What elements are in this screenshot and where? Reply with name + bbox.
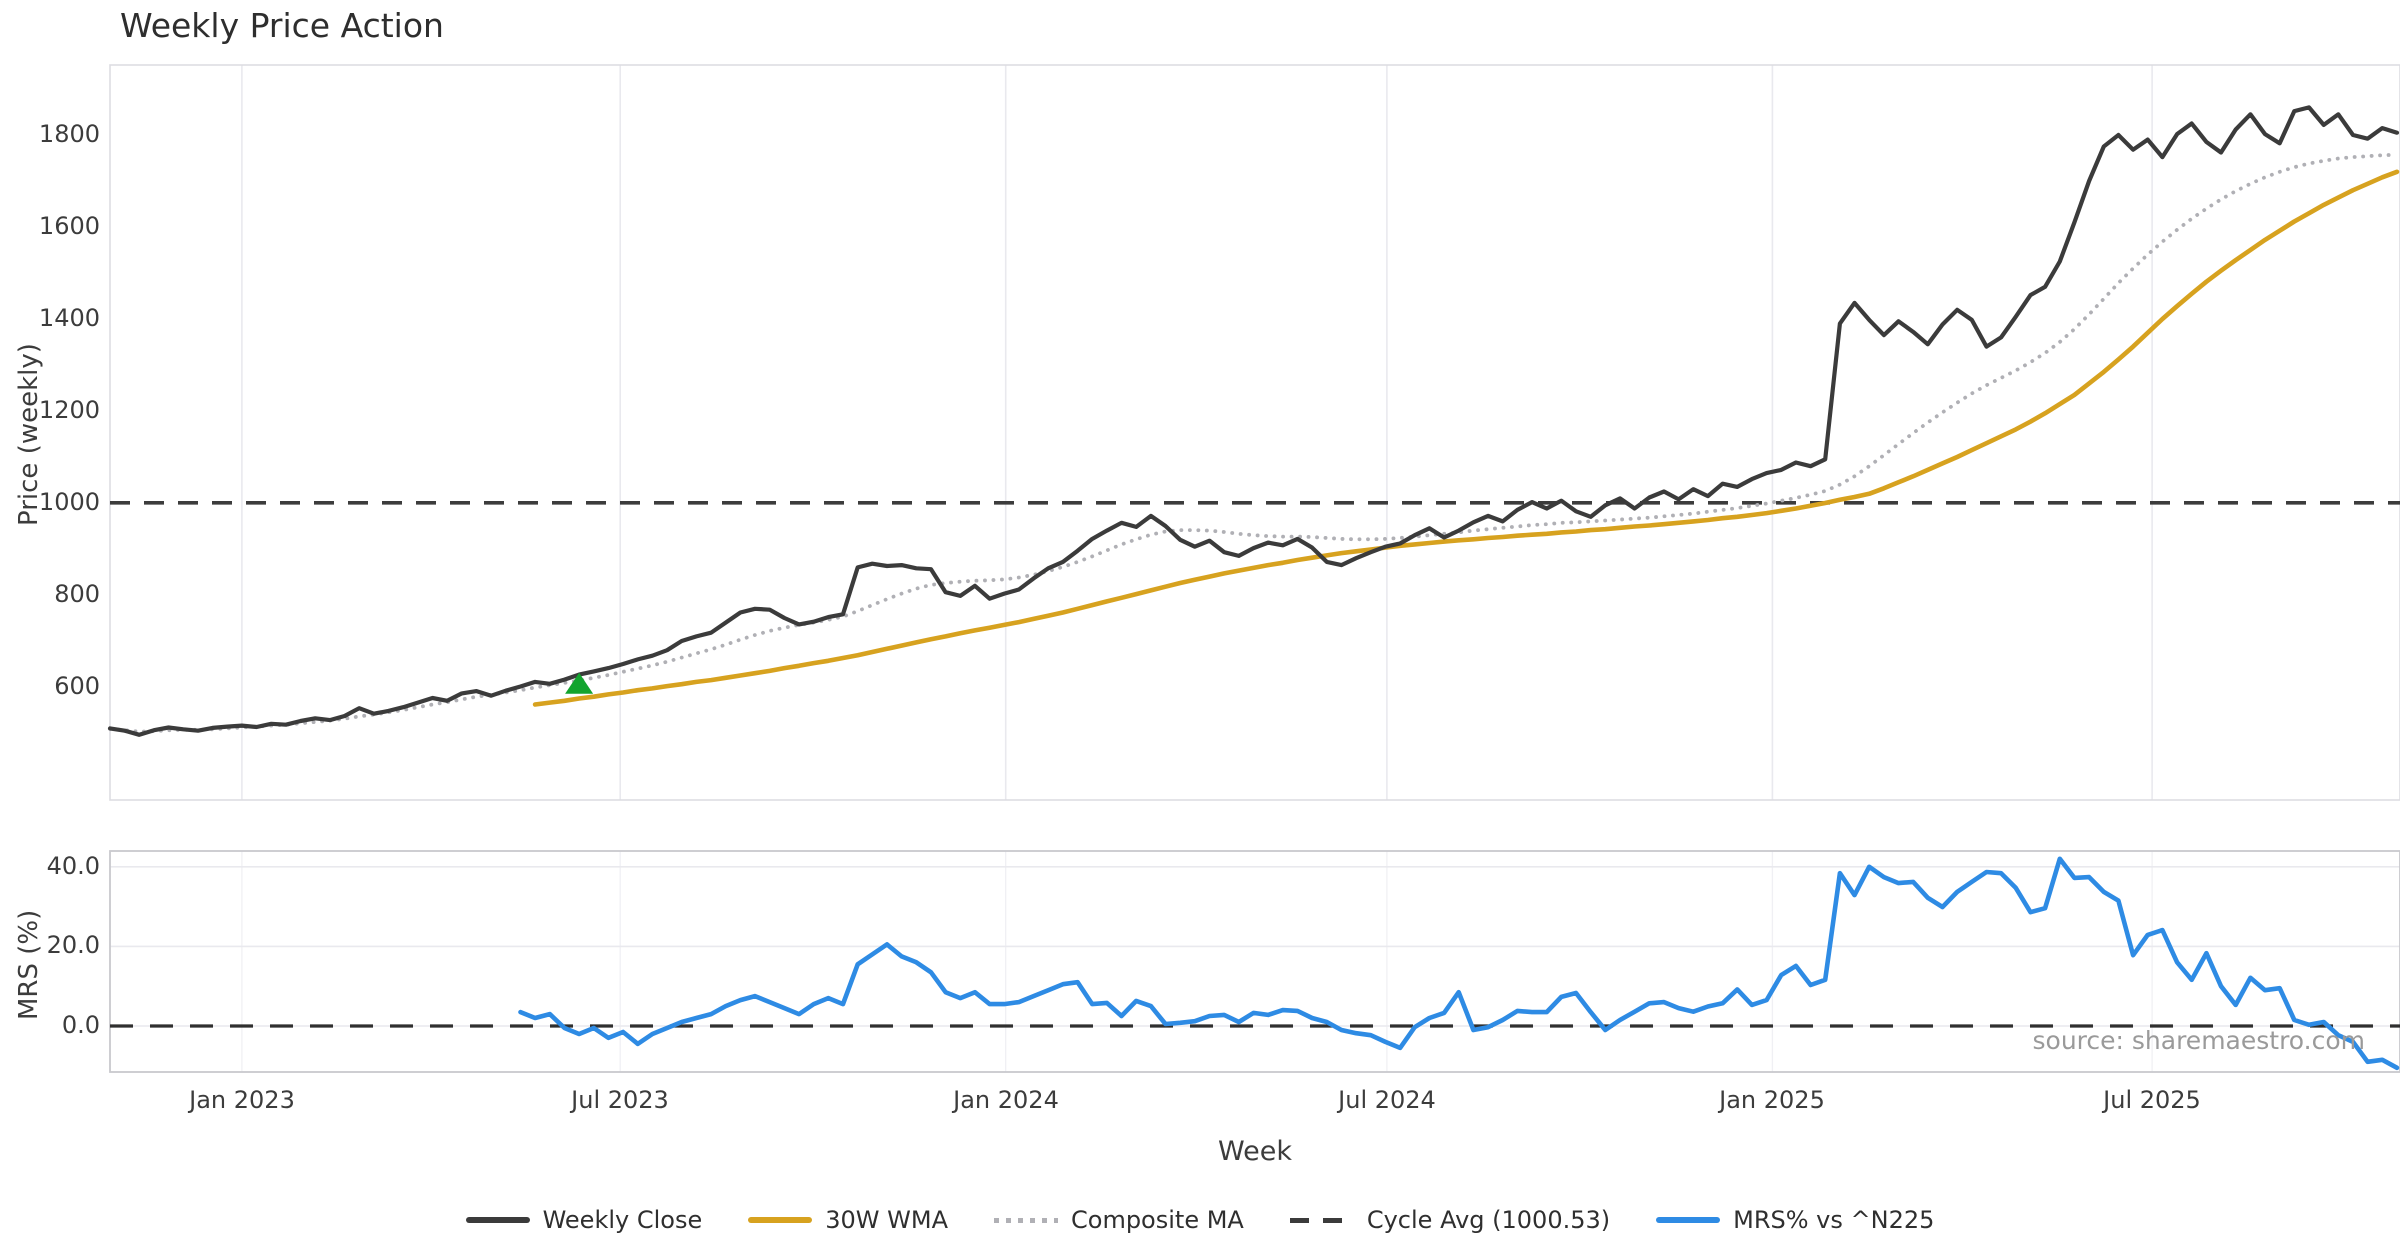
- source-note: source: sharemaestro.com: [2032, 1026, 2366, 1055]
- mrs-panel-border: [109, 850, 2400, 1073]
- price-tick-label: 1400: [38, 304, 100, 332]
- weekly-close-line: [107, 105, 2400, 737]
- x-tick-label: Jan 2025: [1719, 1086, 1825, 1114]
- mrs-tick-label: 20.0: [46, 931, 100, 959]
- price-tick-label: 1800: [38, 120, 100, 148]
- x-tick-label: Jan 2023: [189, 1086, 295, 1114]
- x-tick-label: Jul 2023: [571, 1086, 669, 1114]
- legend-item-composite-ma: Composite MA: [994, 1206, 1244, 1234]
- price-tick-label: 600: [54, 672, 100, 700]
- legend-label: Composite MA: [1071, 1206, 1244, 1234]
- price-tick-label: 1600: [38, 212, 100, 240]
- price-tick-label: 800: [54, 580, 100, 608]
- wma-line: [532, 169, 2400, 707]
- mrs-tick-label: 0.0: [61, 1011, 100, 1039]
- composite-ma-line: [108, 152, 2399, 734]
- mrs-tick-label: 40.0: [46, 852, 100, 880]
- page-title: Weekly Price Action: [120, 6, 444, 45]
- legend-item-30w-wma: 30W WMA: [748, 1206, 948, 1234]
- x-axis-label: Week: [1218, 1136, 1292, 1167]
- legend-swatch-weekly-close: [465, 1217, 530, 1223]
- legend: Weekly Close 30W WMA Composite MA Cycle …: [0, 1206, 2400, 1234]
- legend-item-mrs: MRS% vs ^N225: [1656, 1206, 1934, 1234]
- price-panel-border: [109, 64, 2400, 801]
- x-tick-label: Jan 2024: [953, 1086, 1059, 1114]
- legend-swatch-cycle-avg: [1289, 1217, 1354, 1223]
- x-tick-label: Jul 2025: [2103, 1086, 2201, 1114]
- mrs-line: [518, 856, 2400, 1071]
- legend-swatch-30w-wma: [748, 1217, 813, 1223]
- buy-signal-marker: [565, 672, 594, 694]
- legend-label: MRS% vs ^N225: [1733, 1206, 1935, 1234]
- legend-label: 30W WMA: [825, 1206, 948, 1234]
- legend-label: Weekly Close: [542, 1206, 703, 1234]
- price-tick-label: 1200: [38, 396, 100, 424]
- legend-item-cycle-avg: Cycle Avg (1000.53): [1289, 1206, 1611, 1234]
- price-tick-label: 1000: [38, 488, 100, 516]
- legend-swatch-composite-ma: [994, 1217, 1058, 1223]
- legend-swatch-mrs: [1656, 1217, 1721, 1223]
- legend-item-weekly-close: Weekly Close: [465, 1206, 703, 1234]
- legend-label: Cycle Avg (1000.53): [1366, 1206, 1611, 1234]
- x-tick-label: Jul 2024: [1338, 1086, 1436, 1114]
